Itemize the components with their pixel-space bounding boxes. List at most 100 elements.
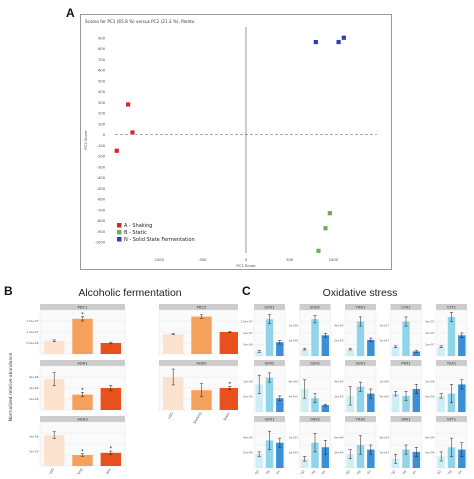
b-facet-label: ADH2	[196, 362, 206, 366]
c-bar	[458, 335, 466, 356]
c-facet-label: CTT1	[447, 306, 456, 310]
c-bar	[367, 393, 375, 412]
c-bar	[255, 454, 263, 468]
pca-point-marker	[322, 225, 329, 231]
b-bar	[100, 343, 122, 354]
panel-a-letter: A	[66, 6, 75, 20]
pca-legend-label: A - Shaking	[124, 223, 152, 229]
c-y-tick-label: 1e+07	[425, 343, 435, 347]
c-bar	[311, 319, 319, 356]
c-y-tick-label: 3e+04	[425, 451, 435, 455]
c-y-tick-label: 2e+05	[334, 395, 344, 399]
b-y-tick-label: 1.0e+07	[26, 330, 38, 334]
b-x-tick-label: Shaking	[74, 468, 84, 475]
b-bar	[219, 332, 241, 354]
c-y-tick-label: 6e+04	[380, 435, 390, 439]
c-x-tick-label: Shaking	[352, 470, 362, 475]
c-bar	[437, 346, 445, 356]
c-y-tick-label: 1e+06	[243, 379, 253, 383]
b-bar	[162, 334, 184, 354]
c-x-tick-label: Static	[364, 469, 372, 474]
pca-y-tick-label: -1000	[95, 241, 106, 245]
b-bar	[191, 316, 212, 354]
c-bar	[412, 451, 421, 468]
pca-point	[327, 210, 333, 216]
c-facet-label: SOD2	[310, 306, 320, 310]
c-bar	[300, 389, 309, 412]
b-bar	[43, 435, 65, 466]
c-bar	[458, 384, 466, 412]
c-y-tick-label: 2e+05	[289, 435, 299, 439]
c-y-tick-label: 2e+04	[243, 451, 253, 455]
c-bar	[265, 440, 274, 468]
pca-y-tick-label: 600	[98, 69, 106, 73]
c-facet: TRR1 4e+05 2e+05	[334, 304, 377, 357]
pca-point-marker	[315, 248, 322, 254]
c-facet-label: PRX1	[401, 362, 410, 366]
c-x-tick-label: LGO	[253, 469, 260, 474]
b-facet: PDC5	[158, 304, 245, 355]
pca-point	[335, 39, 342, 45]
c-bar	[276, 398, 284, 412]
pca-title: Scores for PC1 (65.8 %) versus PC2 (21.3…	[85, 19, 195, 24]
c-y-tick-label: 4e+05	[334, 323, 344, 327]
c-facet: PRX1 1e+06 5e+05	[380, 360, 422, 413]
c-facet-label: CTA1	[401, 306, 410, 310]
b-y-tick-label: 5.0e+06	[26, 341, 38, 345]
b-bar	[43, 340, 65, 354]
c-facet-label: TSA1	[446, 362, 456, 366]
c-facet-strip	[390, 416, 422, 422]
c-y-tick-label: 1.5e+07	[240, 320, 252, 324]
c-facet-strip	[299, 360, 331, 366]
c-facet-label: SRX1	[401, 418, 411, 422]
c-x-tick-label: LGO	[390, 469, 397, 474]
pca-y-tick-label: 900	[98, 36, 106, 40]
c-y-tick-label: 1e+05	[289, 451, 299, 455]
c-facet-strip	[390, 304, 422, 310]
pca-point	[315, 248, 322, 254]
c-facet-label: GSH1	[310, 362, 320, 366]
b-facet-label: PDC1	[78, 306, 88, 310]
c-bar	[311, 398, 319, 412]
b-x-tick-label: LGO	[48, 467, 55, 474]
b-y-tick-label: 5e+05	[29, 449, 39, 453]
panel-b-title: Alcoholic fermentation	[78, 287, 182, 299]
b-facet-strip	[40, 360, 125, 366]
pca-y-tick-label: 300	[98, 101, 106, 105]
c-x-tick-label: LGO	[299, 469, 306, 474]
c-bar	[447, 316, 456, 356]
pca-y-tick-label: -100	[97, 144, 106, 148]
c-x-tick-label: Shaking	[261, 470, 271, 475]
c-y-tick-label: 2e+07	[380, 339, 390, 343]
c-facet-label: TRR1	[355, 306, 365, 310]
pca-point	[341, 35, 347, 41]
c-bar	[255, 384, 263, 412]
pca-legend-swatch	[117, 223, 122, 228]
c-bar	[391, 393, 400, 412]
pca-y-tick-label: -500	[97, 187, 106, 191]
c-bar	[276, 442, 284, 468]
c-facet-strip	[254, 416, 285, 422]
c-facet: CTA1 3e+07 2e+07	[380, 304, 422, 357]
c-bar	[265, 377, 274, 412]
b-facet-strip	[159, 360, 244, 366]
c-x-tick-label: Static	[455, 469, 463, 474]
c-bar	[402, 321, 410, 356]
pca-point	[114, 148, 120, 154]
b-bar	[219, 388, 241, 410]
c-facet-strip	[345, 304, 376, 310]
c-y-tick-label: 3e+04	[380, 451, 390, 455]
c-facet-label: SOD1	[264, 306, 274, 310]
c-facet-strip	[345, 416, 376, 422]
b-x-tick-label: Shaking	[193, 412, 203, 425]
c-bar	[346, 349, 354, 356]
b-bar	[72, 455, 93, 466]
c-bar	[311, 442, 319, 468]
pca-legend-swatch	[117, 230, 122, 235]
b-x-tick-label: Static	[223, 411, 231, 421]
